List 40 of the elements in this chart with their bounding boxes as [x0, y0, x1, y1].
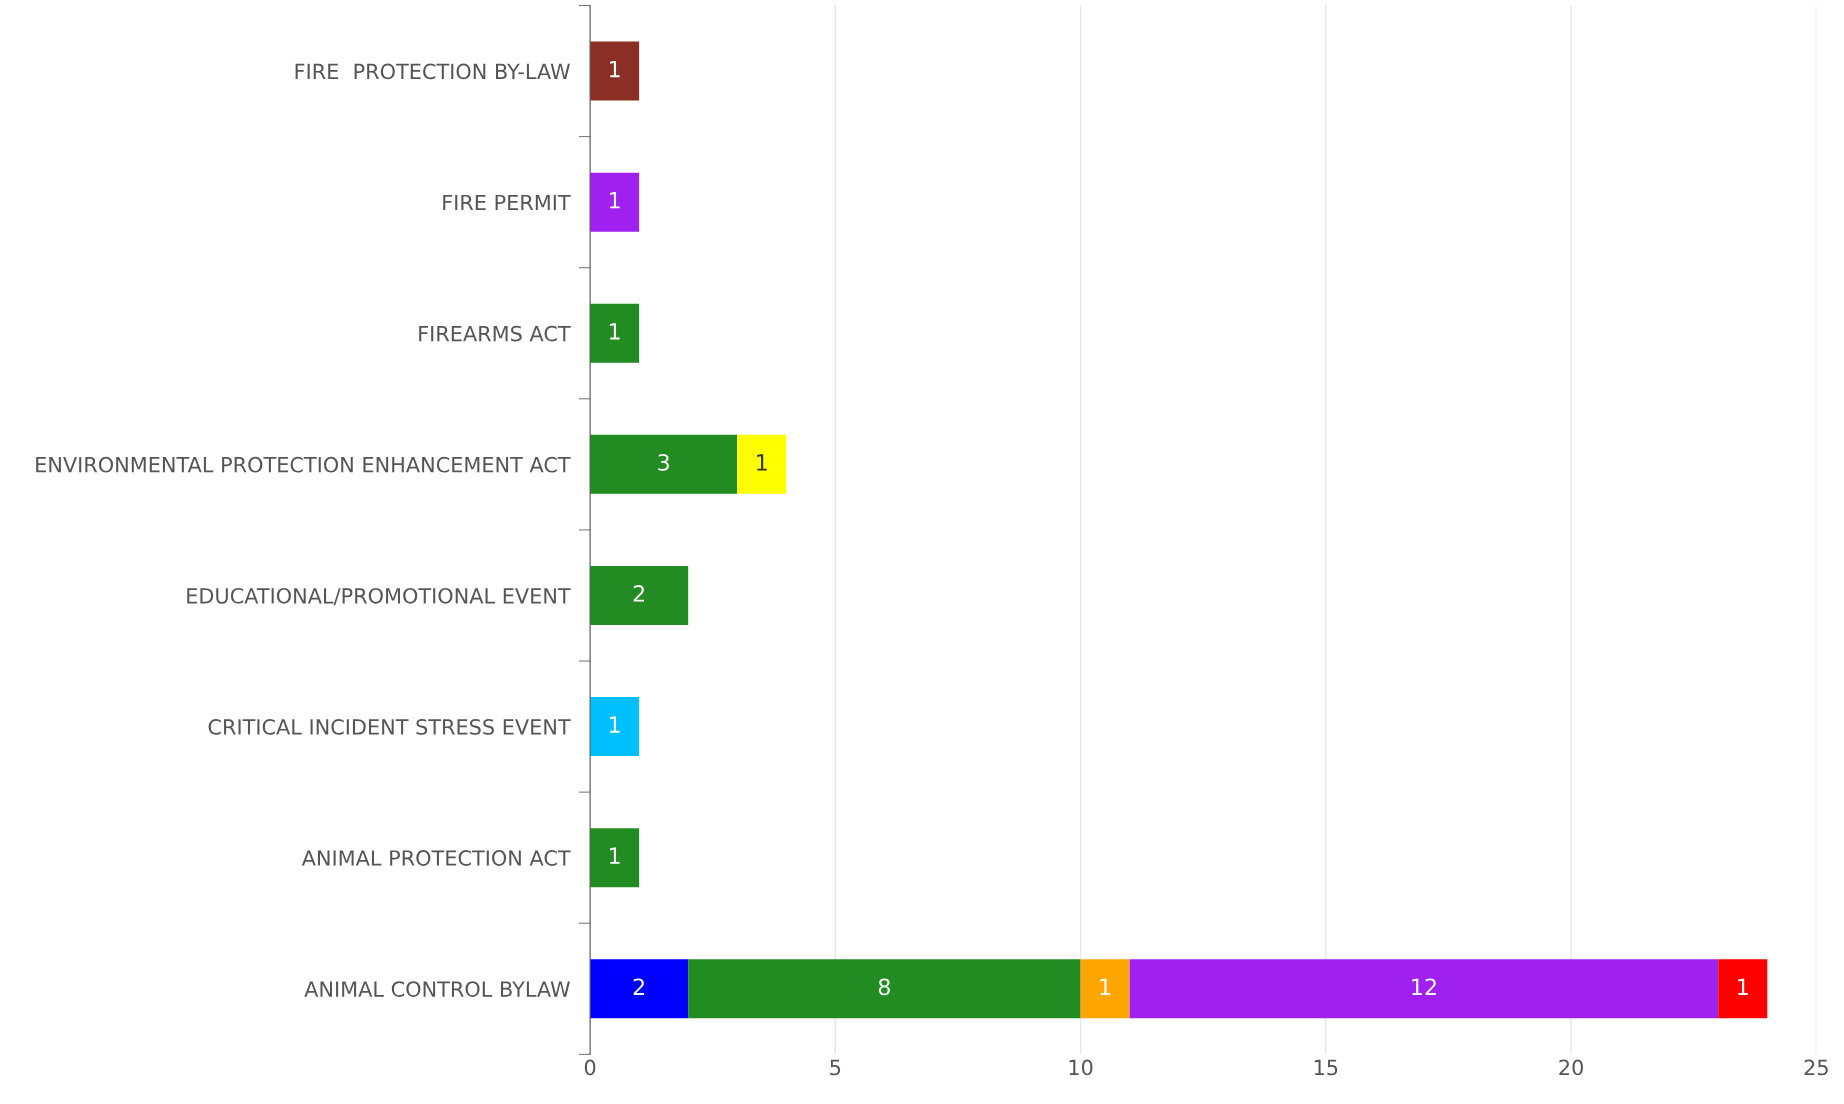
bar	[590, 697, 640, 757]
x-tick-label: 5	[830, 1059, 841, 1076]
y-tick-label: EDUCATIONAL/PROMOTIONAL EVENT	[187, 587, 571, 606]
data-label: 8	[878, 978, 890, 996]
y-tick-label: ENVIRONMENTAL PROTECTION ENHANCEMENT ACT	[36, 456, 571, 473]
data-label: 12	[1412, 978, 1436, 995]
data-label: 1	[757, 454, 767, 471]
bar	[590, 959, 689, 1019]
bar	[1080, 959, 1130, 1019]
x-tick-label: 0	[584, 1059, 596, 1076]
data-label: 1	[1738, 978, 1748, 995]
x-tick-label: 10	[1069, 1059, 1093, 1076]
bar	[590, 828, 640, 888]
data-label: 1	[609, 192, 620, 209]
data-label: 2	[633, 978, 644, 995]
y-tick-label: ANIMAL CONTROL BYLAW	[304, 981, 570, 997]
data-label: 1	[609, 323, 620, 340]
bar	[590, 434, 738, 494]
bar	[590, 303, 640, 363]
y-tick-label: FIRE PROTECTION BY-LAW	[295, 63, 570, 80]
x-tick-label: 25	[1804, 1059, 1828, 1076]
x-tick-label: 20	[1559, 1059, 1583, 1076]
bar	[737, 434, 787, 494]
data-label: 1	[609, 716, 620, 733]
bar	[590, 41, 640, 101]
data-label: 1	[1100, 978, 1111, 995]
data-label: 1	[609, 847, 620, 864]
y-tick-label: FIREARMS ACT	[419, 325, 571, 342]
y-tick-label: ANIMAL PROTECTION ACT	[301, 850, 571, 866]
data-label: 2	[633, 585, 644, 602]
bar	[590, 565, 689, 625]
data-label: 1	[609, 61, 620, 78]
bar	[590, 172, 640, 232]
x-tick-label: 15	[1314, 1059, 1338, 1076]
y-tick-label: CRITICAL INCIDENT STRESS EVENT	[208, 719, 571, 735]
bar	[1129, 959, 1719, 1019]
y-tick-label: FIRE PERMIT	[443, 194, 571, 211]
bar	[1718, 959, 1768, 1019]
data-label: 3	[658, 454, 669, 471]
bar	[688, 959, 1081, 1019]
